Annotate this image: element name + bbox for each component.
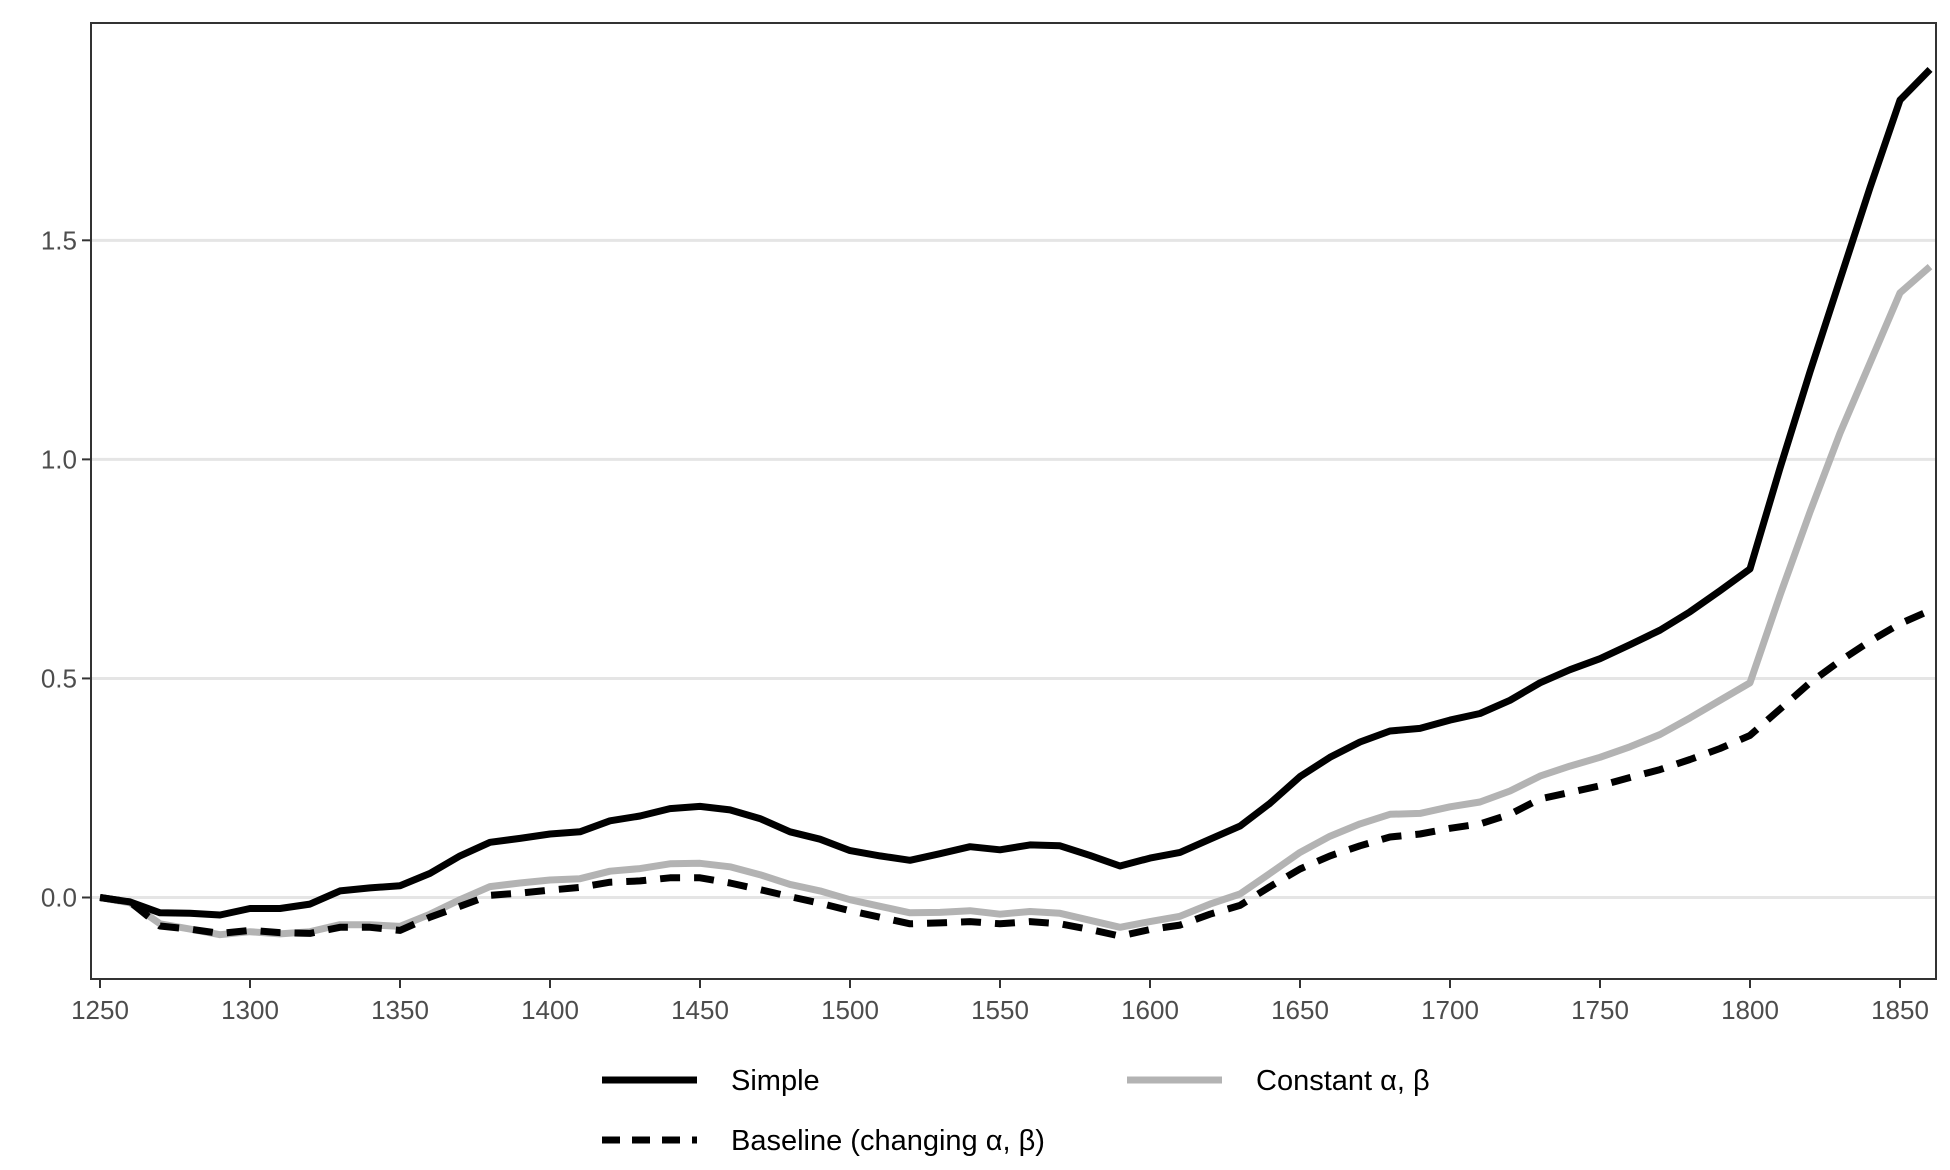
series-lines: [99, 66, 1933, 940]
x-tick-label: 1450: [671, 995, 729, 1025]
x-tick-label: 1300: [221, 995, 279, 1025]
x-tick-label: 1500: [821, 995, 879, 1025]
x-tick-label: 1400: [521, 995, 579, 1025]
x-tick-label: 1650: [1271, 995, 1329, 1025]
legend-label-constant: Constant α, β: [1256, 1065, 1430, 1097]
y-tick-label: 1.5: [41, 225, 77, 255]
x-tick-label: 1850: [1871, 995, 1929, 1025]
x-axis: 1250 1300 1350 1400 1450 1500 1550 1600 1650 1700…: [71, 979, 1929, 1025]
legend-label-simple: Simple: [731, 1065, 820, 1097]
legend-label-baseline: Baseline (changing α, β): [731, 1125, 1045, 1157]
legend: Simple Constant α, β Baseline (changing …: [602, 1065, 1430, 1157]
y-tick-label: 0.5: [41, 663, 77, 693]
series-line-constant: [99, 263, 1933, 939]
gridlines: [91, 238, 1936, 900]
plot-panel-background: [91, 23, 1936, 979]
x-tick-label: 1800: [1721, 995, 1779, 1025]
plot-panel-border: [90, 22, 1937, 980]
y-axis: 0.0 0.5 1.0 1.5: [41, 225, 91, 913]
x-tick-label: 1750: [1571, 995, 1629, 1025]
y-tick-label: 1.0: [41, 444, 77, 474]
x-tick-label: 1600: [1121, 995, 1179, 1025]
x-tick-label: 1550: [971, 995, 1029, 1025]
series-line-simple: [99, 66, 1933, 919]
x-tick-label: 1350: [371, 995, 429, 1025]
x-tick-label: 1700: [1421, 995, 1479, 1025]
y-tick-label: 0.0: [41, 883, 77, 913]
x-tick-label: 1250: [71, 995, 129, 1025]
series-line-baseline: [99, 607, 1932, 940]
